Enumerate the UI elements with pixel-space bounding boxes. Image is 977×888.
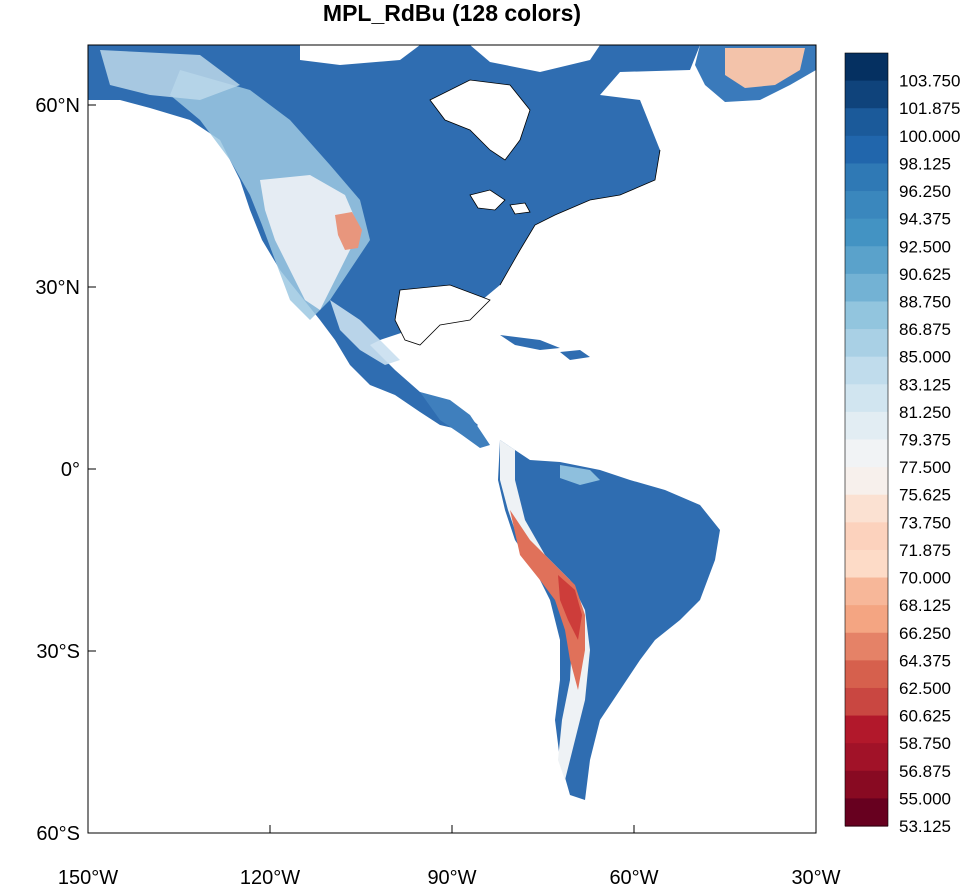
lon-tick-60w: 60°W	[609, 867, 658, 888]
colorbar-label: 90.625	[899, 265, 951, 284]
colorbar-swatch	[845, 135, 888, 165]
colorbar-label: 103.750	[899, 72, 960, 91]
colorbar-label: 73.750	[899, 513, 951, 532]
colorbar-swatch	[845, 632, 888, 661]
colorbar-label: 60.625	[899, 707, 951, 726]
colorbar-swatch	[845, 384, 888, 413]
gulf-of-mexico	[395, 285, 490, 345]
lat-axis: 60°N 30°N 0° 30°S 60°S	[35, 95, 96, 845]
colorbar-label: 75.625	[899, 486, 951, 505]
alaska-highlands	[100, 50, 240, 100]
south-america-landmass	[498, 440, 720, 800]
lon-tick-90w: 90°W	[427, 867, 476, 888]
colorbar-label: 98.125	[899, 154, 951, 173]
colorbar-swatch	[845, 191, 888, 220]
colorbar-label: 77.500	[899, 458, 951, 477]
colorbar-label: 68.125	[899, 596, 951, 615]
colorbar-swatch	[845, 439, 888, 468]
cuba	[500, 335, 560, 350]
colorbar-label: 53.125	[899, 817, 951, 836]
colorbar-swatch	[845, 687, 888, 717]
colorbar-label: 58.750	[899, 734, 951, 753]
colorbar-label: 81.250	[899, 403, 951, 422]
colorbar-label: 86.875	[899, 320, 951, 339]
lat-tick-30s: 30°S	[36, 641, 80, 663]
colorbar: 103.750 101.875 100.000 98.125 96.250 94.375 9…	[844, 52, 960, 836]
colorbar-swatch	[845, 494, 888, 523]
colorbar-swatch	[845, 356, 888, 385]
hudson-bay	[430, 80, 530, 160]
lat-tick-60n: 60°N	[35, 95, 80, 117]
colorbar-label: 100.000	[899, 127, 960, 146]
colorbar-swatch	[845, 549, 888, 579]
lat-tick-60s: 60°S	[36, 823, 80, 845]
colorbar-swatch	[845, 743, 888, 772]
colorbar-label: 88.750	[899, 292, 951, 311]
colorbar-label: 101.875	[899, 99, 960, 118]
altiplano-deep-red	[558, 575, 582, 640]
colorbar-label: 56.875	[899, 762, 951, 781]
map-plot-area	[87, 44, 817, 834]
colorbar-swatch	[845, 798, 888, 827]
colorbar-swatch	[845, 605, 888, 634]
colorbar-label: 55.000	[899, 789, 951, 808]
colorbar-swatch	[845, 660, 888, 689]
guiana-highlands	[560, 465, 600, 485]
colorbar-frame	[844, 52, 889, 827]
mexico-highlands	[330, 300, 400, 365]
andes-red	[510, 510, 585, 690]
great-lakes	[469, 189, 531, 215]
colorbar-swatch	[845, 108, 888, 137]
colorbar-swatch	[845, 273, 888, 303]
colorbar-label: 62.500	[899, 679, 951, 698]
colorbar-label: 66.250	[899, 624, 951, 643]
central-america	[420, 392, 490, 448]
colorbar-swatch	[845, 577, 888, 606]
lon-tick-120w: 120°W	[240, 867, 300, 888]
colorado-plateau-red	[335, 212, 362, 250]
colorbar-label: 85.000	[899, 348, 951, 367]
colorbar-label: 64.375	[899, 651, 951, 670]
colorbar-label: 94.375	[899, 210, 951, 229]
lon-axis: 150°W 120°W 90°W 60°W 30°W	[58, 825, 841, 888]
map-title: MPL_RdBu (128 colors)	[322, 0, 582, 26]
colorbar-swatch	[845, 329, 888, 358]
andes-white	[500, 440, 590, 780]
colorbar-swatch	[845, 715, 888, 744]
colorbar-swatch	[845, 80, 888, 109]
lat-tick-30n: 30°N	[35, 277, 80, 299]
colorbar-swatch	[845, 163, 888, 192]
coastline-north-america	[394, 79, 661, 346]
colorbar-swatch	[845, 522, 888, 551]
colorbar-swatch	[845, 218, 888, 247]
great-basin-white	[260, 175, 360, 310]
arctic-channel-2	[470, 45, 600, 72]
colorbar-label: 71.875	[899, 541, 951, 560]
lon-tick-30w: 30°W	[791, 867, 840, 888]
colorbar-swatch	[845, 246, 888, 275]
colorbar-swatch	[845, 53, 888, 82]
colorbar-swatch	[845, 467, 888, 496]
colorbar-swatch	[845, 770, 888, 799]
colorbar-swatch	[845, 411, 888, 441]
colorbar-label: 92.500	[899, 237, 951, 256]
colorbar-label: 79.375	[899, 431, 951, 450]
colorbar-label: 83.125	[899, 375, 951, 394]
greenland-ice	[725, 48, 805, 88]
colorbar-label: 70.000	[899, 569, 951, 588]
hispaniola	[560, 350, 590, 360]
lon-tick-150w: 150°W	[58, 867, 118, 888]
colorbar-swatch	[845, 301, 888, 330]
colorbar-label: 96.250	[899, 182, 951, 201]
arctic-channel	[300, 45, 420, 65]
lat-tick-0: 0°	[61, 459, 80, 481]
